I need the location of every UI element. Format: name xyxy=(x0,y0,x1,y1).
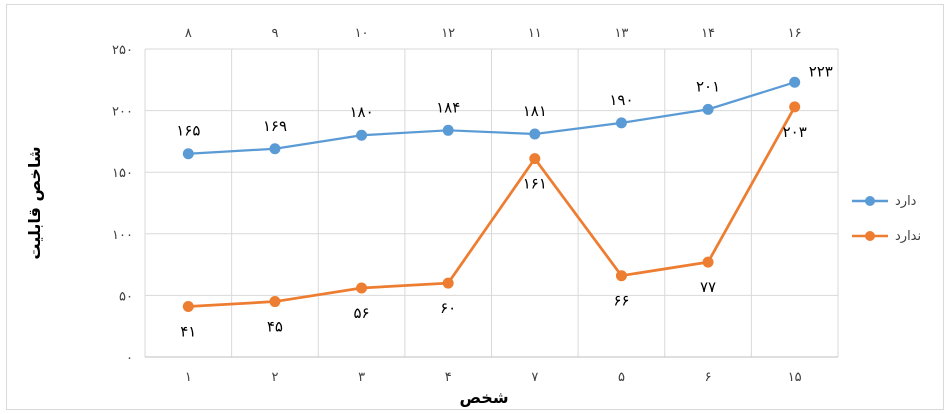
y-tick-label: ۵۰ xyxy=(119,289,133,304)
labels-layer: ۱۶۵ ۱۶۹ ۱۸۰ ۱۸۴ ۱۸۱ ۱۹۰ ۲۰۱ ۲۲۳ ۴۱ ۴۵ ۵۶ ۶۰ ۱۶۱ ۶۶ ۷۷ ۲… xyxy=(176,62,833,340)
data-point xyxy=(702,256,714,268)
data-point xyxy=(269,296,281,308)
chart-frame xyxy=(6,4,944,410)
legend: دارد ندارد xyxy=(852,194,921,244)
top-tick-label: ۱۰ xyxy=(355,26,369,41)
top-tick-label: ۹ xyxy=(271,26,278,41)
top-tick-label: ۱۴ xyxy=(701,26,715,41)
axes: ۰ ۵۰ ۱۰۰ ۱۵۰ ۲۰۰ ۲۵۰ ۱ ۸ ۲ ۹ ۳ ۱۰ ۴ ۱۲ ۷ ۱۱ ۵ ۱۳ ۶ ۱۴ ۱۵ ۱۶ xyxy=(112,26,838,385)
top-tick-label: ۱۳ xyxy=(614,26,628,41)
y-tick-label: ۲۰۰ xyxy=(112,105,133,120)
data-point xyxy=(702,103,714,115)
data-label: ۲۲۳ xyxy=(809,62,833,80)
data-label: ۱۸۱ xyxy=(523,102,547,120)
legend-label: دارد xyxy=(895,194,917,209)
x-tick-label: ۴ xyxy=(445,370,452,385)
data-label: ۱۶۹ xyxy=(263,117,287,135)
series-layer xyxy=(182,76,801,312)
x-tick-label: ۷ xyxy=(531,370,538,385)
data-label: ۱۶۵ xyxy=(176,122,200,140)
x-tick-label: ۶ xyxy=(705,370,712,385)
series-line-2 xyxy=(188,106,796,308)
y-tick-label: ۰ xyxy=(126,351,133,366)
top-tick-label: ۱۶ xyxy=(788,26,802,41)
data-label: ۶۰ xyxy=(440,299,456,317)
top-tick-label: ۱۱ xyxy=(528,26,542,41)
data-point xyxy=(442,124,454,136)
data-point xyxy=(356,282,368,294)
data-point xyxy=(615,270,627,282)
y-tick-label: ۱۰۰ xyxy=(112,228,133,243)
y-tick-label: ۲۵۰ xyxy=(112,43,133,58)
legend-marker xyxy=(865,231,875,241)
series-line-1 xyxy=(188,81,796,155)
data-point xyxy=(269,143,281,155)
data-label: ۴۱ xyxy=(180,322,196,340)
legend-label: ندارد xyxy=(895,229,921,244)
data-label: ۲۰۱ xyxy=(696,77,720,95)
top-tick-label: ۸ xyxy=(185,26,192,41)
data-label: ۴۵ xyxy=(267,318,283,336)
x-tick-label: ۱ xyxy=(185,370,192,385)
data-point xyxy=(789,76,801,88)
y-axis-title: شاخص قابلیت xyxy=(25,146,44,259)
data-label: ۶۶ xyxy=(613,292,629,310)
data-point xyxy=(182,300,194,312)
legend-marker xyxy=(865,196,875,206)
data-label: ۲۰۳ xyxy=(783,123,807,141)
data-point xyxy=(442,277,454,289)
data-label: ۷۷ xyxy=(700,278,716,296)
x-tick-label: ۲ xyxy=(271,370,278,385)
data-label: ۱۹۰ xyxy=(609,91,633,109)
data-label: ۵۶ xyxy=(354,304,370,322)
data-point xyxy=(789,101,801,113)
data-label: ۱۸۴ xyxy=(436,98,460,116)
data-point xyxy=(615,117,627,129)
x-axis-title: شخص xyxy=(459,388,508,407)
data-label: ۱۶۱ xyxy=(523,175,547,193)
top-tick-label: ۱۲ xyxy=(441,26,455,41)
x-tick-label: ۳ xyxy=(358,370,365,385)
grid xyxy=(144,48,839,357)
data-point xyxy=(182,148,194,160)
data-point xyxy=(356,129,368,141)
data-point xyxy=(529,153,541,165)
data-label: ۱۸۰ xyxy=(349,103,373,121)
y-tick-label: ۱۵۰ xyxy=(112,166,133,181)
x-tick-label: ۱۵ xyxy=(788,370,802,385)
x-tick-label: ۵ xyxy=(618,370,625,385)
data-point xyxy=(529,128,541,140)
